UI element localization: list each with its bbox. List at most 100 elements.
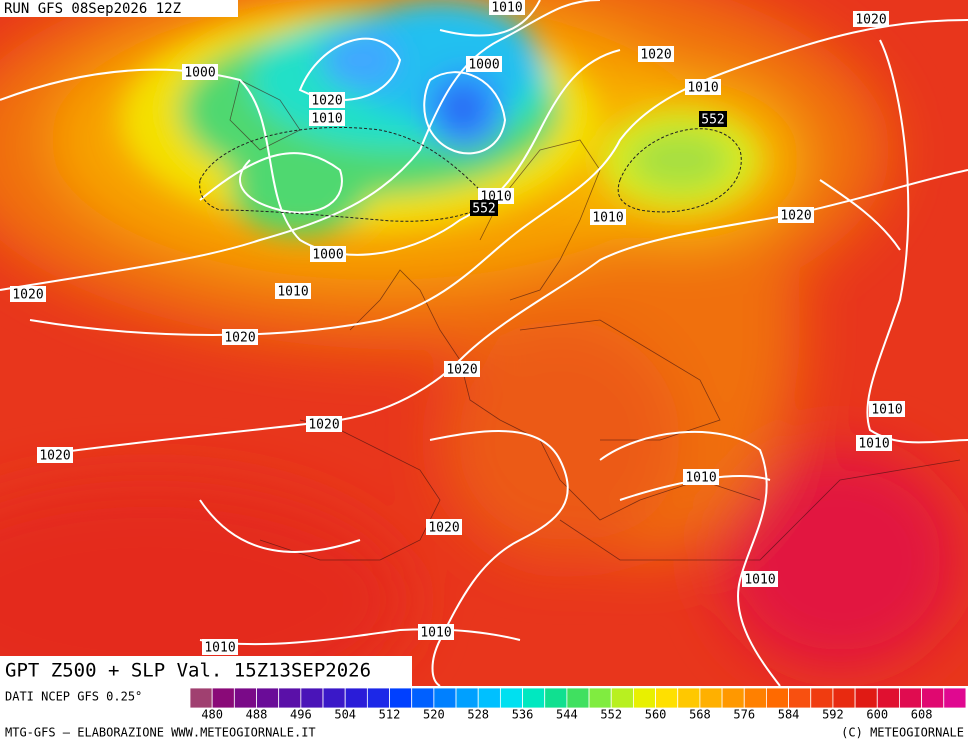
colorbar-tick-label: 488 xyxy=(246,708,268,722)
coastlines xyxy=(229,79,961,561)
label-box xyxy=(778,207,814,223)
colorbar-swatch xyxy=(876,687,900,709)
colorbar-tick-label: 608 xyxy=(911,708,933,722)
colorbar-tick-label: 552 xyxy=(600,708,622,722)
colorbar-swatch xyxy=(721,687,745,709)
colorbar-swatch xyxy=(810,687,834,709)
colorbar-tick-label: 576 xyxy=(733,708,755,722)
colorbar-swatch xyxy=(655,687,679,709)
z500-label: 552 xyxy=(472,202,495,217)
isobar-label: 1010 xyxy=(204,641,235,656)
isobar-label: 1010 xyxy=(871,403,902,418)
isobar-label: 1000 xyxy=(184,66,215,81)
colorbar-tick-label: 528 xyxy=(467,708,489,722)
label-box xyxy=(869,401,905,417)
isobar-label: 1020 xyxy=(311,94,342,109)
colorbar-swatch xyxy=(677,687,701,709)
label-box xyxy=(853,11,889,27)
colorbar-swatch xyxy=(322,687,346,709)
isobar-label: 1010 xyxy=(685,471,716,486)
colorbar-tick-label: 496 xyxy=(290,708,312,722)
colorbar-swatch xyxy=(233,687,257,709)
isobar-label: 1020 xyxy=(428,521,459,536)
label-box xyxy=(310,246,346,262)
colorbar-tick-label: 584 xyxy=(778,708,800,722)
colorbar-tick-label: 592 xyxy=(822,708,844,722)
label-box xyxy=(309,92,345,108)
isobars xyxy=(0,0,968,686)
isobar-label: 1020 xyxy=(446,363,477,378)
copyright-label: (C) METEOGIORNALE xyxy=(841,726,964,740)
colorbar-swatch xyxy=(477,687,501,709)
colorbar-swatch xyxy=(788,687,812,709)
isobar-label: 1010 xyxy=(277,285,308,300)
colorbar-swatch xyxy=(832,687,856,709)
isobar-label: 1010 xyxy=(420,626,451,641)
label-box xyxy=(444,361,480,377)
colorbar-swatch xyxy=(344,687,368,709)
isobar-label: 1020 xyxy=(39,449,70,464)
colorbar-tick-label: 504 xyxy=(334,708,356,722)
colorbar-swatch xyxy=(211,687,235,709)
label-box xyxy=(306,416,342,432)
colorbar-swatch xyxy=(943,687,967,709)
label-box xyxy=(638,46,674,62)
credit-label: MTG-GFS — ELABORAZIONE WWW.METEOGIORNALE… xyxy=(5,726,316,740)
colorbar-tick-label: 544 xyxy=(556,708,578,722)
colorbar-tick-label: 512 xyxy=(379,708,401,722)
label-box xyxy=(418,624,454,640)
label-box xyxy=(466,56,502,72)
label-box xyxy=(182,64,218,80)
colorbar-swatch xyxy=(256,687,280,709)
colorbar-swatch xyxy=(522,687,546,709)
colorbar-swatch xyxy=(921,687,945,709)
colorbar-swatch xyxy=(766,687,789,709)
isobar-label: 1010 xyxy=(744,573,775,588)
label-box xyxy=(699,111,727,127)
isobar-label: 1020 xyxy=(12,288,43,303)
label-box xyxy=(489,0,525,15)
isobar-label: 1020 xyxy=(640,48,671,63)
title-box xyxy=(0,656,412,686)
colorbar-swatch xyxy=(433,687,457,709)
colorbar-swatch xyxy=(499,687,523,709)
isobar-label: 1000 xyxy=(468,58,499,73)
label-box xyxy=(742,571,778,587)
label-box xyxy=(37,447,73,463)
run-box xyxy=(0,0,238,17)
z500-contours xyxy=(199,127,742,222)
colorbar-tick-label: 536 xyxy=(512,708,534,722)
colorbar-tick-label: 600 xyxy=(866,708,888,722)
colorbar-swatch xyxy=(633,687,656,709)
isobar-label: 1020 xyxy=(224,331,255,346)
label-box xyxy=(10,286,46,302)
colorbar-swatch xyxy=(366,687,390,709)
z500-label: 552 xyxy=(701,113,724,128)
isobar-label: 1020 xyxy=(855,13,886,28)
colorbar-tick-label: 560 xyxy=(645,708,667,722)
label-box xyxy=(309,110,345,126)
colorbar-swatch xyxy=(854,687,878,709)
colorbar-swatch xyxy=(544,687,568,709)
map-field xyxy=(0,0,968,686)
label-box xyxy=(275,283,311,299)
colorbar-swatch xyxy=(189,687,213,709)
isobar-label: 1020 xyxy=(308,418,339,433)
label-box xyxy=(856,435,892,451)
run-label: RUN GFS 08Sep2026 12Z xyxy=(4,1,181,17)
isobar-label: 1010 xyxy=(592,211,623,226)
colorbar-swatch xyxy=(455,687,479,709)
colorbar-swatch xyxy=(588,687,612,709)
label-box xyxy=(685,79,721,95)
isobar-label: 1020 xyxy=(780,209,811,224)
colorbar-swatch xyxy=(743,687,767,709)
label-box xyxy=(683,469,719,485)
label-box xyxy=(202,639,238,655)
isobar-label: 1000 xyxy=(312,248,343,263)
map-title: GPT Z500 + SLP Val. 15Z13SEP2026 xyxy=(5,660,371,682)
label-box xyxy=(426,519,462,535)
isobar-label: 1010 xyxy=(687,81,718,96)
isobar-label: 1010 xyxy=(311,112,342,127)
